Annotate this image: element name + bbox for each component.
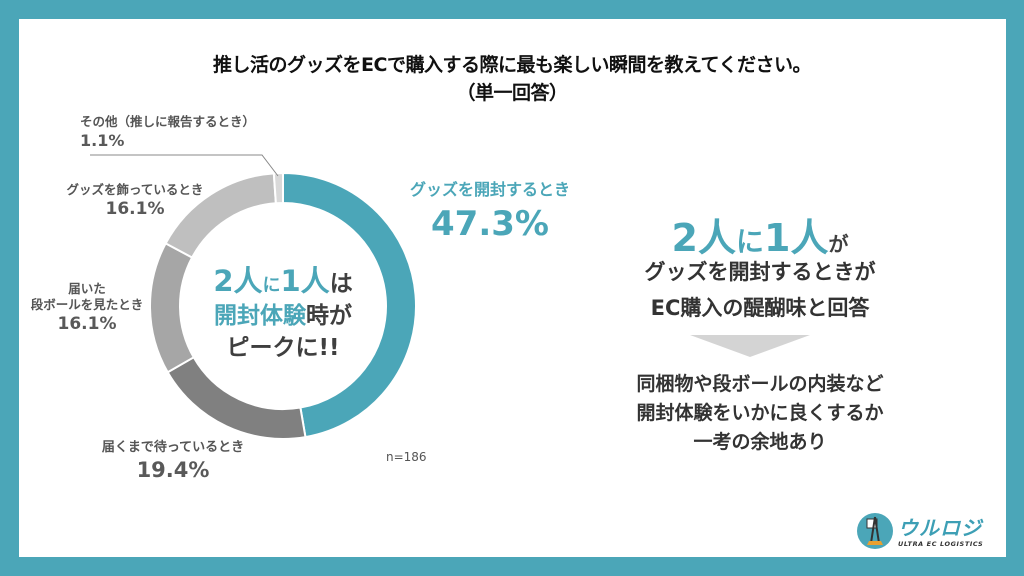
down-arrow-icon — [690, 335, 810, 357]
segment-other — [272, 171, 285, 205]
label-display: グッズを飾っているとき 16.1% — [66, 182, 204, 219]
slide-panel — [19, 19, 1006, 557]
logo-name: ウルロジ — [898, 516, 982, 540]
ulogi-logo-icon — [857, 513, 893, 549]
logo-tagline: ULTRA EC LOGISTICS — [898, 540, 984, 548]
conclusion-text: 同梱物や段ボールの内装など 開封体験をいかに良くするか 一考の余地あり — [636, 373, 884, 453]
label-other: その他（推しに報告するとき） 1.1% — [80, 114, 256, 150]
chart-subtitle: （単一回答） — [456, 82, 568, 104]
chart-title: 推し活のグッズをECで購入する際に最も楽しい瞬間を教えてください。 — [213, 54, 811, 76]
summary-text: グッズを開封するときが EC購入の醍醐味と回答 — [644, 260, 876, 320]
sample-size: n=186 — [386, 450, 427, 464]
other-leader-line — [90, 154, 279, 177]
donut-center-annotation: 2人に1人は 開封体験時が ピークに!! — [213, 264, 353, 362]
segment-open — [282, 171, 417, 439]
summary-headline: 2人に1人が — [671, 216, 849, 260]
segment-waiting — [166, 355, 307, 440]
label-waiting: 届くまで待っているとき 19.4% — [101, 440, 245, 482]
label-open-pct: 47.3% — [431, 204, 549, 244]
label-open-name: グッズを開封するとき — [409, 180, 570, 199]
label-box: 届いた 段ボールを見たとき 16.1% — [30, 281, 144, 334]
